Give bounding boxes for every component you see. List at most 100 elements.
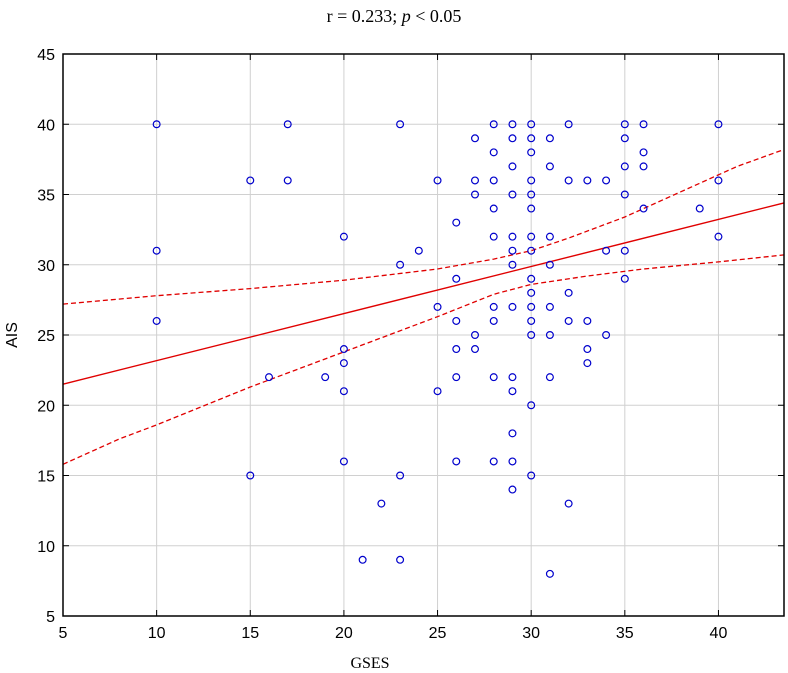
data-point <box>508 387 517 396</box>
data-point <box>583 176 592 185</box>
data-point <box>396 120 405 129</box>
ticks: 5 10 15 20 25 30 35 40 5 10 15 20 25 30 35 40 45 <box>37 47 784 642</box>
data-point <box>508 190 517 199</box>
data-point <box>283 176 292 185</box>
x-tick-label: 10 <box>148 625 166 642</box>
data-point <box>377 499 386 508</box>
data-point <box>508 134 517 143</box>
data-point <box>396 555 405 564</box>
data-point <box>489 373 498 382</box>
data-point <box>414 246 423 255</box>
data-point <box>339 359 348 368</box>
chart-title: r = 0.233; p < 0.05 <box>327 6 462 26</box>
x-tick-label: 35 <box>616 625 634 642</box>
data-point <box>508 232 517 241</box>
data-point <box>564 499 573 508</box>
confidence-band-lower <box>62 254 785 465</box>
data-point <box>471 176 480 185</box>
data-point <box>620 134 629 143</box>
data-point <box>564 316 573 325</box>
data-point <box>545 162 554 171</box>
data-point <box>527 246 536 255</box>
data-point <box>714 232 723 241</box>
data-point <box>508 246 517 255</box>
data-point <box>152 120 161 129</box>
x-tick-label: 30 <box>522 625 540 642</box>
y-tick-label: 15 <box>37 469 55 486</box>
data-point <box>527 120 536 129</box>
x-tick-label: 5 <box>59 625 68 642</box>
data-point <box>471 345 480 354</box>
data-point <box>508 457 517 466</box>
data-point <box>489 204 498 213</box>
data-point <box>602 176 611 185</box>
data-point <box>508 429 517 438</box>
y-axis-label: AIS <box>4 322 21 348</box>
data-point <box>639 204 648 213</box>
data-point <box>695 204 704 213</box>
data-point <box>508 120 517 129</box>
y-tick-label: 20 <box>37 398 55 415</box>
points-layer <box>152 120 723 578</box>
data-point <box>452 373 461 382</box>
data-point <box>433 302 442 311</box>
data-point <box>564 120 573 129</box>
data-point <box>527 316 536 325</box>
data-point <box>545 260 554 269</box>
data-point <box>527 176 536 185</box>
data-point <box>152 246 161 255</box>
data-point <box>714 176 723 185</box>
data-point <box>471 190 480 199</box>
data-point <box>489 457 498 466</box>
data-point <box>508 260 517 269</box>
y-tick-label: 30 <box>37 258 55 275</box>
x-tick-label: 15 <box>241 625 259 642</box>
data-point <box>489 302 498 311</box>
data-point <box>714 120 723 129</box>
data-point <box>489 148 498 157</box>
data-point <box>508 373 517 382</box>
y-tick-label: 45 <box>37 47 55 64</box>
y-tick-label: 10 <box>37 539 55 556</box>
data-point <box>489 316 498 325</box>
data-point <box>471 331 480 340</box>
data-point <box>339 345 348 354</box>
data-point <box>283 120 292 129</box>
data-point <box>545 569 554 578</box>
data-point <box>489 176 498 185</box>
data-point <box>339 457 348 466</box>
data-point <box>396 471 405 480</box>
y-tick-label: 35 <box>37 188 55 205</box>
data-point <box>545 302 554 311</box>
data-point <box>583 345 592 354</box>
data-point <box>452 345 461 354</box>
data-point <box>358 555 367 564</box>
y-tick-label: 40 <box>37 117 55 134</box>
data-point <box>452 274 461 283</box>
data-point <box>433 387 442 396</box>
data-point <box>489 120 498 129</box>
data-point <box>527 331 536 340</box>
data-point <box>602 246 611 255</box>
data-point <box>321 373 330 382</box>
data-point <box>527 471 536 480</box>
data-point <box>564 176 573 185</box>
data-point <box>583 316 592 325</box>
data-point <box>527 274 536 283</box>
regression-layer <box>62 148 785 465</box>
data-point <box>489 232 498 241</box>
data-point <box>527 288 536 297</box>
data-point <box>452 457 461 466</box>
data-point <box>433 176 442 185</box>
data-point <box>545 331 554 340</box>
data-point <box>152 316 161 325</box>
data-point <box>620 190 629 199</box>
data-point <box>527 232 536 241</box>
data-point <box>564 288 573 297</box>
x-tick-label: 20 <box>335 625 353 642</box>
grid <box>63 54 784 616</box>
data-point <box>527 190 536 199</box>
data-point <box>527 134 536 143</box>
regression-line <box>62 202 785 385</box>
